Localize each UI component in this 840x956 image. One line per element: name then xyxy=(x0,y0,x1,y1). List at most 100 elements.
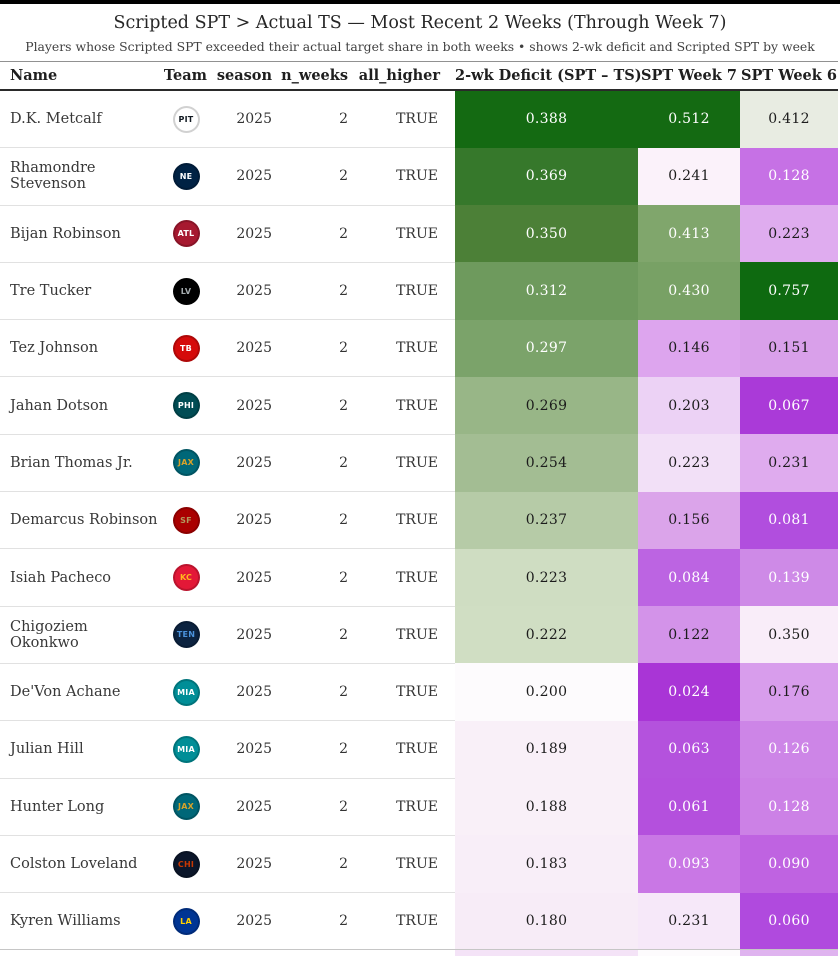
spt-week6-cell: 0.231 xyxy=(740,434,838,492)
deficit-cell: 0.188 xyxy=(455,778,638,836)
header-row: Name Team season n_weeks all_higher 2-wk… xyxy=(0,61,838,91)
all-higher-value: TRUE xyxy=(354,777,455,836)
spt-week7-cell: 0.156 xyxy=(638,491,740,549)
team-logo-icon: CHI xyxy=(172,850,200,878)
spt-week7-cell: 0.146 xyxy=(638,319,740,377)
season-value: 2025 xyxy=(214,204,276,263)
n-weeks-value: 2 xyxy=(276,605,354,664)
deficit-cell: 0.369 xyxy=(455,147,638,206)
partial-season-cell xyxy=(214,949,276,956)
deficit-cell: 0.312 xyxy=(455,262,638,320)
team-cell: MIA xyxy=(158,662,214,721)
n-weeks-value: 2 xyxy=(276,892,354,950)
all-higher-value: TRUE xyxy=(354,261,455,320)
season-value: 2025 xyxy=(214,433,276,492)
col-spt-week6: SPT Week 6 xyxy=(740,61,838,91)
season-value: 2025 xyxy=(214,319,276,377)
player-name: Brian Thomas Jr. xyxy=(0,433,158,492)
player-name: Tre Tucker xyxy=(0,261,158,320)
deficit-cell: 0.222 xyxy=(455,606,638,664)
player-name: Julian Hill xyxy=(0,720,158,779)
season-value: 2025 xyxy=(214,605,276,664)
player-name: Rhamondre Stevenson xyxy=(0,147,158,206)
page-title: Scripted SPT > Actual TS — Most Recent 2… xyxy=(113,13,727,33)
all-higher-value: TRUE xyxy=(354,204,455,263)
n-weeks-value: 2 xyxy=(276,777,354,836)
col-season: season xyxy=(214,61,276,91)
spt-week6-cell: 0.060 xyxy=(740,892,838,950)
season-value: 2025 xyxy=(214,89,276,148)
spt-week6-cell: 0.412 xyxy=(740,90,838,148)
all-higher-value: TRUE xyxy=(354,720,455,779)
player-name: Isiah Pacheco xyxy=(0,548,158,607)
spt-week6-cell: 0.757 xyxy=(740,262,838,320)
team-logo-icon: ATL xyxy=(172,220,200,248)
all-higher-value: TRUE xyxy=(354,605,455,664)
all-higher-value: TRUE xyxy=(354,834,455,893)
n-weeks-value: 2 xyxy=(276,204,354,263)
table-header-block: Scripted SPT > Actual TS — Most Recent 2… xyxy=(0,4,840,61)
table-row: Bijan Robinson ATL 2025 2 TRUE 0.350 0.4… xyxy=(0,204,838,263)
team-logo-icon: KC xyxy=(172,564,200,592)
team-logo-icon: PIT xyxy=(172,105,200,133)
spt-week6-cell: 0.067 xyxy=(740,376,838,435)
table-row: D.K. Metcalf PIT 2025 2 TRUE 0.388 0.512… xyxy=(0,89,838,148)
all-higher-value: TRUE xyxy=(354,89,455,148)
deficit-cell: 0.200 xyxy=(455,663,638,721)
player-name: Bijan Robinson xyxy=(0,204,158,263)
spt-week7-cell: 0.223 xyxy=(638,434,740,492)
season-value: 2025 xyxy=(214,720,276,779)
team-logo-icon: MIA xyxy=(172,735,200,763)
season-value: 2025 xyxy=(214,834,276,893)
player-name: Colston Loveland xyxy=(0,834,158,893)
team-logo-icon: PHI xyxy=(172,392,200,420)
col-deficit: 2-wk Deficit (SPT – TS) xyxy=(455,61,642,91)
spt-week7-cell: 0.413 xyxy=(638,205,740,263)
spt-week7-cell: 0.024 xyxy=(638,663,740,721)
all-higher-value: TRUE xyxy=(354,491,455,549)
spt-week6-cell: 0.176 xyxy=(740,663,838,721)
player-name: Hunter Long xyxy=(0,777,158,836)
table-row: Rhamondre Stevenson NE 2025 2 TRUE 0.369… xyxy=(0,147,838,206)
player-name: De'Von Achane xyxy=(0,662,158,721)
partial-next-row xyxy=(0,949,838,956)
spt-week7-cell: 0.061 xyxy=(638,778,740,836)
spt-week7-cell: 0.231 xyxy=(638,892,740,950)
team-logo-icon: NE xyxy=(172,162,200,190)
spt-week7-cell: 0.241 xyxy=(638,147,740,206)
player-name: Chigoziem Okonkwo xyxy=(0,605,158,664)
team-logo-icon: LV xyxy=(172,277,200,305)
deficit-cell: 0.180 xyxy=(455,892,638,950)
season-value: 2025 xyxy=(214,491,276,549)
n-weeks-value: 2 xyxy=(276,147,354,206)
all-higher-value: TRUE xyxy=(354,892,455,950)
player-name: Tez Johnson xyxy=(0,319,158,377)
player-name: D.K. Metcalf xyxy=(0,89,158,148)
table-row: Kyren Williams LA 2025 2 TRUE 0.180 0.23… xyxy=(0,892,838,950)
spt-week7-cell: 0.512 xyxy=(638,90,740,148)
all-higher-value: TRUE xyxy=(354,433,455,492)
table-foot xyxy=(0,949,838,956)
n-weeks-value: 2 xyxy=(276,261,354,320)
team-logo-icon: LA xyxy=(172,907,200,935)
spt-week7-cell: 0.084 xyxy=(638,548,740,607)
team-cell: PHI xyxy=(158,376,214,435)
spt-week6-cell: 0.151 xyxy=(740,319,838,377)
team-logo-icon: TB xyxy=(172,334,200,362)
table-row: Tre Tucker LV 2025 2 TRUE 0.312 0.430 0.… xyxy=(0,261,838,320)
table-row: Chigoziem Okonkwo TEN 2025 2 TRUE 0.222 … xyxy=(0,605,838,664)
spt-week6-cell: 0.223 xyxy=(740,205,838,263)
team-cell: MIA xyxy=(158,720,214,779)
team-cell: LV xyxy=(158,261,214,320)
season-value: 2025 xyxy=(214,147,276,206)
season-value: 2025 xyxy=(214,548,276,607)
team-logo-icon: TEN xyxy=(172,621,200,649)
player-name: Kyren Williams xyxy=(0,892,158,950)
table-row: Hunter Long JAX 2025 2 TRUE 0.188 0.061 … xyxy=(0,777,838,836)
team-cell: CHI xyxy=(158,834,214,893)
top-bar xyxy=(0,0,840,4)
player-name: Jahan Dotson xyxy=(0,376,158,435)
player-name: Demarcus Robinson xyxy=(0,491,158,549)
team-cell: LA xyxy=(158,892,214,950)
table-row: Isiah Pacheco KC 2025 2 TRUE 0.223 0.084… xyxy=(0,548,838,607)
